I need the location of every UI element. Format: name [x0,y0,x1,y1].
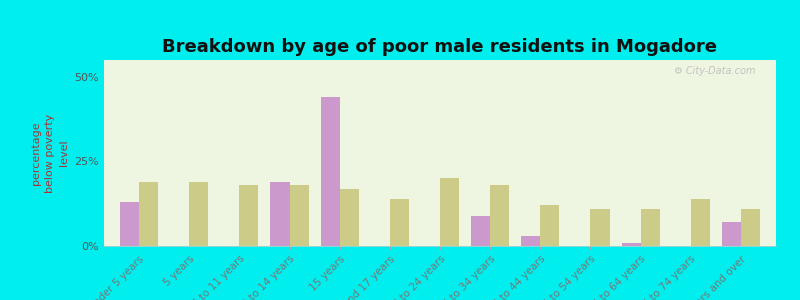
Title: Breakdown by age of poor male residents in Mogadore: Breakdown by age of poor male residents … [162,38,718,56]
Bar [590,209,610,246]
Bar [540,206,559,246]
Bar [490,185,510,246]
Bar [270,182,290,246]
Bar [690,199,710,246]
Bar [290,185,309,246]
Bar [239,185,258,246]
Bar [390,199,409,246]
Bar [120,202,139,246]
Y-axis label: percentage
below poverty
level: percentage below poverty level [31,113,69,193]
Bar [321,97,340,246]
Bar [139,182,158,246]
Bar [641,209,660,246]
Bar [522,236,540,246]
Bar [340,188,358,246]
Bar [622,243,641,246]
Bar [190,182,208,246]
Bar [471,216,490,246]
Bar [741,209,760,246]
Bar [440,178,459,246]
Text: ⚙ City-Data.com: ⚙ City-Data.com [674,66,756,76]
Bar [722,222,741,246]
